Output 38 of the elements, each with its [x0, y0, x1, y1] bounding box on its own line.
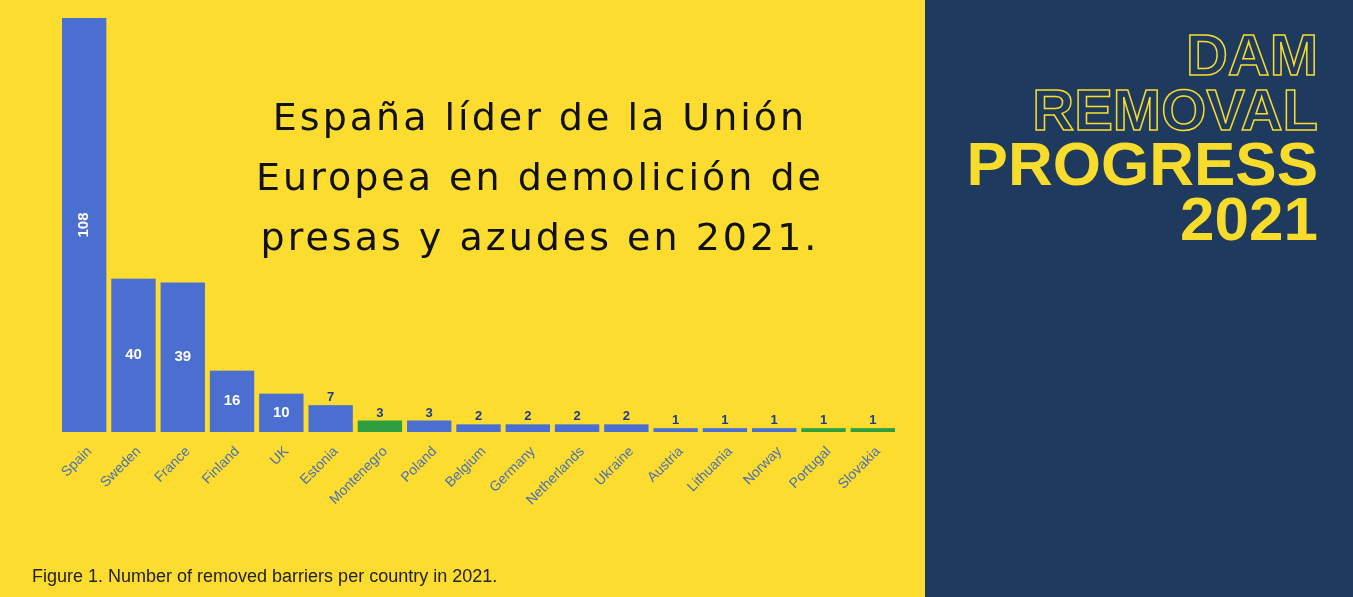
bar	[407, 420, 452, 432]
data-label: 3	[376, 404, 384, 420]
bar	[604, 424, 649, 432]
data-label: 2	[622, 408, 630, 424]
bar	[801, 428, 846, 432]
bar	[308, 405, 353, 432]
bar	[752, 428, 797, 432]
text: España líder de la Unión Europea en demolición de presas y azudes en 2021.	[256, 95, 824, 259]
bar	[160, 282, 205, 432]
data-label: 108	[74, 212, 92, 238]
bar	[505, 424, 550, 432]
bar	[456, 424, 501, 432]
data-label: 2	[573, 408, 581, 424]
x-tick-label: UK	[266, 442, 292, 468]
data-label: 16	[223, 391, 241, 409]
text: DAM REMOVAL PROGRESS 2021	[966, 22, 1318, 253]
bar	[259, 393, 304, 432]
data-label: 1	[869, 412, 877, 428]
data-label: 2	[524, 408, 532, 424]
bar	[653, 428, 698, 432]
data-label: 39	[174, 347, 192, 365]
data-label: 7	[327, 389, 335, 405]
bar	[357, 420, 403, 432]
bar	[62, 18, 107, 432]
bar	[111, 278, 156, 432]
data-label: 1	[721, 412, 729, 428]
bar	[702, 428, 748, 432]
bar	[850, 428, 895, 432]
data-label: 1	[770, 412, 778, 428]
caption: Figure 1. Number of removed barriers per country in 2021.	[32, 566, 498, 586]
bar	[554, 424, 600, 432]
data-label: 3	[425, 404, 433, 420]
bar	[209, 370, 255, 432]
data-label: 2	[474, 408, 483, 424]
data-label: 40	[125, 345, 142, 363]
data-label: 1	[819, 412, 828, 428]
data-label: 10	[273, 402, 290, 420]
data-label: 1	[672, 412, 680, 428]
